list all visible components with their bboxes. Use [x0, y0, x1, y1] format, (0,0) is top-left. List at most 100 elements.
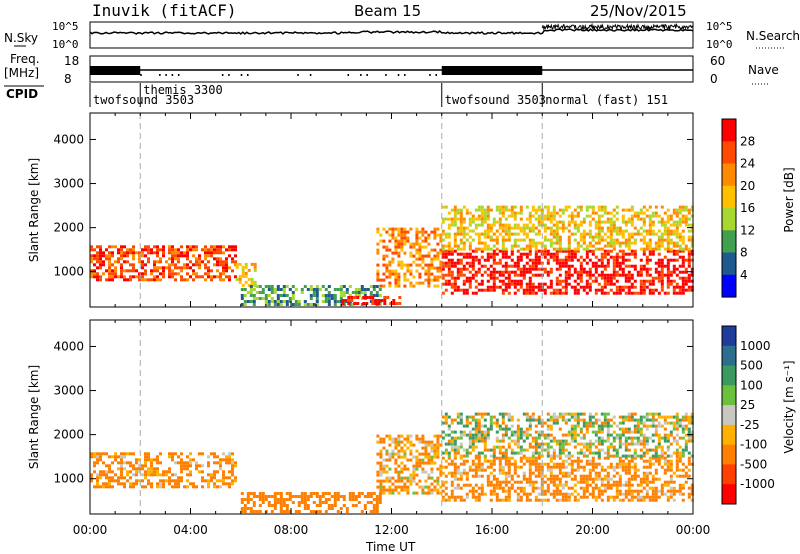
echo-cell: [609, 226, 613, 230]
echo-cell: [585, 255, 589, 259]
echo-cell: [666, 220, 670, 224]
echo-cell: [459, 241, 463, 245]
echo-cell: [117, 251, 120, 255]
echo-cell: [447, 273, 451, 277]
echo-cell: [219, 272, 222, 276]
echo-cell: [636, 232, 640, 236]
echo-cell: [235, 262, 239, 266]
echo-cell: [156, 245, 159, 249]
echo-cell: [690, 238, 694, 242]
echo-cell: [504, 474, 508, 478]
echo-cell: [498, 439, 502, 443]
echo-cell: [678, 249, 682, 253]
echo-cell: [555, 439, 559, 443]
echo-cell: [594, 483, 598, 487]
echo-cell: [528, 252, 532, 256]
echo-cell: [564, 492, 568, 496]
echo-cell: [430, 449, 434, 453]
echo-cell: [441, 238, 445, 242]
echo-cell: [102, 263, 105, 267]
echo-cell: [654, 498, 658, 502]
echo-cell: [108, 479, 111, 483]
echo-cell: [147, 248, 150, 252]
echo-cell: [597, 232, 601, 236]
echo-cell: [441, 421, 445, 425]
echo-cell: [585, 489, 589, 493]
echo-cell: [576, 276, 580, 280]
echo-cell: [111, 251, 114, 255]
echo-cell: [150, 482, 153, 486]
echo-cell: [99, 266, 102, 270]
echo-cell: [111, 476, 114, 480]
echo-cell: [588, 235, 592, 239]
echo-cell: [549, 492, 553, 496]
echo-cell: [585, 448, 589, 452]
echo-cell: [171, 272, 174, 276]
echo-cell: [687, 439, 691, 443]
echo-cell: [600, 226, 604, 230]
echo-cell: [537, 223, 541, 227]
echo-cell: [654, 430, 658, 434]
echo-cell: [462, 226, 466, 230]
echo-cell: [507, 498, 511, 502]
echo-cell: [534, 456, 538, 460]
echo-cell: [573, 483, 577, 487]
echo-cell: [534, 217, 538, 221]
echo-cell: [195, 461, 198, 465]
echo-cell: [585, 208, 589, 212]
echo-cell: [618, 439, 622, 443]
echo-cell: [507, 214, 511, 218]
echo-cell: [392, 299, 396, 302]
echo-cell: [609, 442, 613, 446]
echo-cell: [573, 477, 577, 481]
echo-cell: [591, 465, 595, 469]
echo-cell: [288, 510, 292, 513]
echo-cell: [456, 273, 460, 277]
echo-cell: [486, 465, 490, 469]
echo-cell: [588, 492, 592, 496]
echo-cell: [177, 260, 180, 264]
echo-cell: [243, 498, 247, 501]
echo-cell: [216, 455, 219, 459]
echo-cell: [222, 479, 225, 483]
echo-cell: [249, 288, 253, 291]
echo-cell: [627, 489, 631, 493]
echo-cell: [388, 488, 392, 492]
echo-cell: [570, 232, 574, 236]
echo-cell: [483, 454, 487, 458]
echo-cell: [306, 288, 310, 291]
echo-cell: [327, 303, 331, 306]
echo-cell: [471, 445, 475, 449]
echo-cell: [480, 232, 484, 236]
echo-cell: [427, 269, 431, 273]
echo-cell: [609, 211, 613, 215]
echo-cell: [669, 270, 673, 274]
echo-cell: [360, 492, 364, 495]
echo-cell: [489, 421, 493, 425]
echo-cell: [501, 415, 505, 419]
echo-cell: [333, 288, 337, 291]
echo-cell: [591, 492, 595, 496]
echo-cell: [570, 462, 574, 466]
echo-cell: [441, 205, 445, 209]
echo-cell: [247, 277, 251, 281]
echo-cell: [591, 249, 595, 253]
echo-cell: [651, 247, 655, 251]
echo-cell: [273, 288, 277, 291]
echo-cell: [382, 263, 386, 267]
echo-cell: [99, 275, 102, 279]
echo-cell: [528, 462, 532, 466]
echo-cell: [501, 238, 505, 242]
echo-cell: [543, 238, 547, 242]
ytick-label: 1000: [53, 265, 84, 279]
echo-cell: [636, 430, 640, 434]
echo-cell: [540, 424, 544, 428]
echo-cell: [690, 415, 694, 419]
echo-cell: [468, 276, 472, 280]
echo-cell: [675, 235, 679, 239]
echo-cell: [507, 279, 511, 283]
echo-cell: [621, 288, 625, 292]
echo-cell: [204, 248, 207, 252]
echo-cell: [633, 241, 637, 245]
echo-cell: [618, 241, 622, 245]
